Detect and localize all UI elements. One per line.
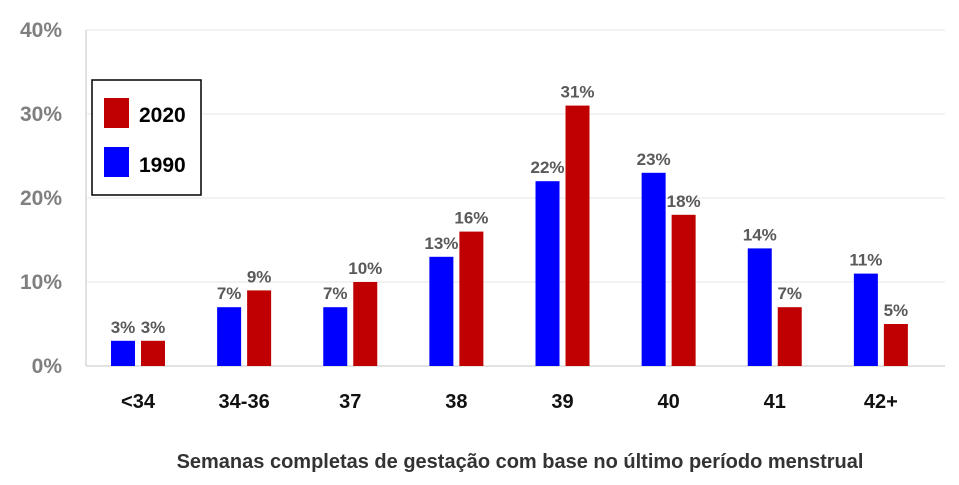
bar-1990-<34 (111, 340, 135, 366)
bar-2020-40 (671, 214, 696, 366)
legend-label-2020: 2020 (139, 104, 186, 127)
bar-value-label: 3% (141, 318, 166, 337)
bar-2020-38 (459, 231, 484, 366)
y-tick-label: 40% (20, 19, 62, 42)
bar-1990-42+ (853, 273, 878, 366)
bars: 3% 3%7%9%7%10%13%16%22%31%23%18%14%7%11%5… (111, 83, 908, 366)
bar-2020-37 (353, 282, 378, 366)
bar-value-label: 14% (743, 225, 777, 244)
bar-1990-41 (747, 248, 772, 366)
x-tick-label: 38 (445, 391, 467, 413)
gridlines (86, 29, 945, 283)
bar-1990-40 (641, 172, 666, 366)
bar-value-label: 3% (111, 318, 136, 337)
bar-value-label: 10% (348, 259, 382, 278)
x-tick-label: <34 (121, 391, 156, 413)
y-axis-ticks: 0% 10% 20% 30% 40% (20, 19, 62, 378)
x-tick-label: 42+ (864, 391, 898, 413)
y-tick-label: 10% (20, 271, 62, 294)
bar-value-label: 18% (667, 192, 701, 211)
legend: 2020 1990 (91, 79, 202, 196)
x-tick-label: 39 (551, 391, 573, 413)
bar-value-label: 5% (884, 301, 909, 320)
bar-value-label: 7% (217, 284, 242, 303)
y-tick-label: 0% (32, 355, 63, 378)
bar-value-label: 9% (247, 267, 272, 286)
bar-2020-34-36 (247, 290, 272, 366)
bar-1990-39 (535, 181, 560, 366)
legend-swatch-1990 (104, 147, 129, 177)
bar-value-label: 13% (424, 234, 458, 253)
legend-box (91, 79, 202, 196)
bar-1990-38 (429, 256, 454, 366)
x-tick-label: 34-36 (219, 391, 270, 413)
bar-value-label: 23% (637, 150, 671, 169)
bar-value-label: 16% (454, 209, 488, 228)
bar-value-label: 7% (777, 284, 802, 303)
legend-label-1990: 1990 (139, 154, 186, 177)
bar-value-label: 7% (323, 284, 348, 303)
x-tick-label: 40 (658, 391, 680, 413)
bar-2020-39 (565, 105, 590, 366)
y-tick-label: 20% (20, 187, 62, 210)
x-axis-label: Semanas completas de gestação com base n… (177, 451, 864, 473)
x-tick-label: 37 (339, 391, 361, 413)
legend-swatch-2020 (104, 98, 129, 128)
bar-2020-<34 (141, 340, 165, 366)
bar-1990-34-36 (217, 307, 242, 366)
bar-2020-41 (777, 307, 802, 366)
x-tick-label: 41 (764, 391, 786, 413)
x-axis-ticks: <34 34-36 37 38 39 40 41 42+ (121, 391, 898, 413)
bar-1990-37 (323, 307, 348, 366)
bar-2020-42+ (883, 324, 908, 366)
bar-value-label: 31% (560, 83, 594, 102)
y-tick-label: 30% (20, 103, 62, 126)
bar-value-label: 22% (530, 158, 564, 177)
bar-value-label: 11% (849, 251, 882, 270)
